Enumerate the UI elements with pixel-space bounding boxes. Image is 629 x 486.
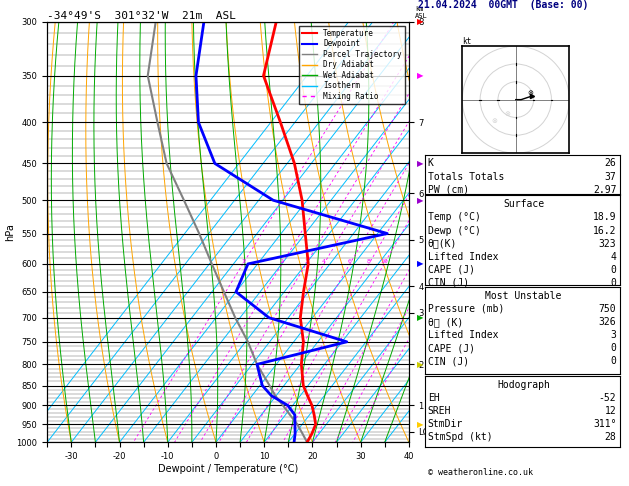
Text: 18.9: 18.9 — [593, 212, 616, 223]
Text: 326: 326 — [599, 317, 616, 327]
Text: 28: 28 — [604, 432, 616, 442]
Text: CIN (J): CIN (J) — [428, 278, 469, 288]
Text: km
ASL: km ASL — [415, 6, 428, 19]
Text: θᴇ(K): θᴇ(K) — [428, 239, 457, 249]
Text: 323: 323 — [599, 239, 616, 249]
Text: 0: 0 — [611, 356, 616, 366]
Text: 0: 0 — [611, 278, 616, 288]
Text: Lifted Index: Lifted Index — [428, 330, 498, 340]
Text: 2.97: 2.97 — [593, 185, 616, 195]
Text: 16.2: 16.2 — [593, 226, 616, 236]
Text: 750: 750 — [599, 304, 616, 314]
Text: K: K — [428, 158, 433, 169]
Text: 37: 37 — [604, 172, 616, 182]
Text: Hodograph: Hodograph — [497, 380, 550, 390]
Text: kt: kt — [462, 37, 472, 46]
Text: StmSpd (kt): StmSpd (kt) — [428, 432, 493, 442]
Text: 1: 1 — [241, 259, 245, 264]
Text: 10: 10 — [380, 259, 388, 264]
Text: Totals Totals: Totals Totals — [428, 172, 504, 182]
Text: 3: 3 — [611, 330, 616, 340]
Text: EH: EH — [428, 393, 440, 403]
Text: ▶: ▶ — [417, 71, 423, 80]
Text: ▶: ▶ — [417, 260, 423, 268]
Text: ▶: ▶ — [417, 313, 423, 322]
Text: Temp (°C): Temp (°C) — [428, 212, 481, 223]
Text: 0: 0 — [611, 265, 616, 275]
Text: ⊗: ⊗ — [491, 118, 498, 124]
Text: CIN (J): CIN (J) — [428, 356, 469, 366]
Text: 4: 4 — [322, 259, 326, 264]
Text: ▶: ▶ — [417, 159, 423, 168]
Text: θᴇ (K): θᴇ (K) — [428, 317, 463, 327]
Y-axis label: Mixing Ratio (g/kg): Mixing Ratio (g/kg) — [450, 192, 459, 272]
Text: 3: 3 — [304, 259, 308, 264]
Text: 12: 12 — [604, 406, 616, 416]
Text: Lifted Index: Lifted Index — [428, 252, 498, 262]
Text: 311°: 311° — [593, 419, 616, 429]
Y-axis label: hPa: hPa — [5, 223, 15, 241]
Text: CAPE (J): CAPE (J) — [428, 343, 475, 353]
Text: Most Unstable: Most Unstable — [486, 291, 562, 301]
Text: ⊗: ⊗ — [527, 89, 533, 96]
Text: -34°49'S  301°32'W  21m  ASL: -34°49'S 301°32'W 21m ASL — [47, 11, 236, 21]
Text: StmDir: StmDir — [428, 419, 463, 429]
Text: -52: -52 — [599, 393, 616, 403]
Text: 8: 8 — [367, 259, 371, 264]
Text: 21.04.2024  00GMT  (Base: 00): 21.04.2024 00GMT (Base: 00) — [418, 0, 589, 10]
Text: Surface: Surface — [503, 199, 544, 209]
Text: 6: 6 — [348, 259, 352, 264]
Text: © weatheronline.co.uk: © weatheronline.co.uk — [428, 468, 533, 477]
Text: ▶: ▶ — [417, 360, 423, 369]
Text: 2: 2 — [280, 259, 284, 264]
Text: PW (cm): PW (cm) — [428, 185, 469, 195]
Text: ▶: ▶ — [417, 420, 423, 429]
Text: ▶: ▶ — [417, 196, 423, 205]
Text: 4: 4 — [611, 252, 616, 262]
Text: SREH: SREH — [428, 406, 451, 416]
Legend: Temperature, Dewpoint, Parcel Trajectory, Dry Adiabat, Wet Adiabat, Isotherm, Mi: Temperature, Dewpoint, Parcel Trajectory… — [299, 26, 405, 104]
Text: 0: 0 — [611, 343, 616, 353]
Text: ▶: ▶ — [417, 17, 423, 26]
Text: Dewp (°C): Dewp (°C) — [428, 226, 481, 236]
Text: CAPE (J): CAPE (J) — [428, 265, 475, 275]
Text: ⊗: ⊗ — [504, 111, 510, 117]
Text: 26: 26 — [604, 158, 616, 169]
Text: Pressure (mb): Pressure (mb) — [428, 304, 504, 314]
X-axis label: Dewpoint / Temperature (°C): Dewpoint / Temperature (°C) — [158, 464, 298, 474]
